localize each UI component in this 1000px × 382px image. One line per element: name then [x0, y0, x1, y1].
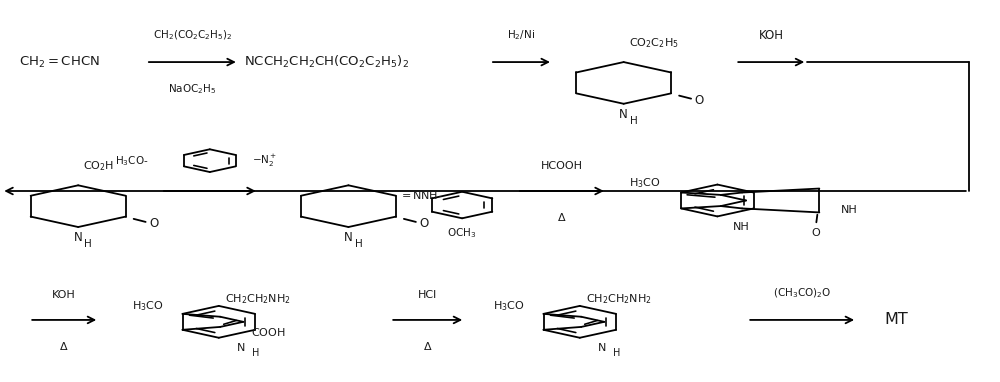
- Text: $\mathrm{H_3CO}$-: $\mathrm{H_3CO}$-: [115, 154, 148, 168]
- Text: $\mathrm{H_3CO}$: $\mathrm{H_3CO}$: [493, 299, 525, 313]
- Text: H: H: [84, 240, 92, 249]
- Text: N: N: [598, 343, 606, 353]
- Text: $\mathrm{CH_2{=}CHCN}$: $\mathrm{CH_2{=}CHCN}$: [19, 55, 100, 70]
- Text: O: O: [149, 217, 158, 230]
- Text: $\mathrm{CO_2H}$: $\mathrm{CO_2H}$: [83, 159, 114, 173]
- Text: $\mathrm{=NNH}$-: $\mathrm{=NNH}$-: [399, 189, 443, 201]
- Text: H: H: [355, 240, 362, 249]
- Text: N: N: [619, 108, 628, 121]
- Text: $\mathrm{OCH_3}$: $\mathrm{OCH_3}$: [447, 226, 477, 240]
- Text: $\mathrm{NaOC_2H_5}$: $\mathrm{NaOC_2H_5}$: [168, 82, 217, 96]
- Text: H: H: [613, 348, 620, 358]
- Text: $\mathrm{H_3CO}$: $\mathrm{H_3CO}$: [132, 299, 164, 313]
- Text: O: O: [419, 217, 428, 230]
- Text: $\mathrm{-N_2^+}$: $\mathrm{-N_2^+}$: [252, 153, 277, 169]
- Text: $\mathrm{CH_2CH_2NH_2}$: $\mathrm{CH_2CH_2NH_2}$: [586, 292, 652, 306]
- Text: $\mathrm{H_3CO}$: $\mathrm{H_3CO}$: [629, 176, 661, 190]
- Text: NH: NH: [841, 206, 858, 215]
- Text: $\mathrm{CO_2C_2H_5}$: $\mathrm{CO_2C_2H_5}$: [629, 36, 678, 50]
- Text: $\mathrm{CH_2(CO_2C_2H_5)_2}$: $\mathrm{CH_2(CO_2C_2H_5)_2}$: [153, 29, 232, 42]
- Text: $\mathrm{(CH_3CO)_2O}$: $\mathrm{(CH_3CO)_2O}$: [773, 286, 831, 300]
- Text: KOH: KOH: [52, 290, 76, 300]
- Text: H: H: [630, 116, 638, 126]
- Text: $\Delta$: $\Delta$: [557, 211, 567, 223]
- Text: $\mathrm{NCCH_2CH_2CH(CO_2C_2H_5)_2}$: $\mathrm{NCCH_2CH_2CH(CO_2C_2H_5)_2}$: [244, 54, 409, 70]
- Text: $\mathrm{H_2/Ni}$: $\mathrm{H_2/Ni}$: [507, 29, 535, 42]
- Text: NH: NH: [733, 222, 749, 232]
- Text: $\mathrm{CH_2CH_2NH_2}$: $\mathrm{CH_2CH_2NH_2}$: [225, 292, 291, 306]
- Text: N: N: [74, 231, 83, 244]
- Text: O: O: [694, 94, 704, 107]
- Text: $\Delta$: $\Delta$: [59, 340, 69, 352]
- Text: KOH: KOH: [759, 29, 784, 42]
- Text: N: N: [344, 231, 353, 244]
- Text: HCl: HCl: [418, 290, 437, 300]
- Text: $\mathrm{COOH}$: $\mathrm{COOH}$: [251, 326, 286, 338]
- Text: $\Delta$: $\Delta$: [423, 340, 432, 352]
- Text: N: N: [237, 343, 245, 353]
- Text: O: O: [811, 228, 820, 238]
- Text: HCOOH: HCOOH: [541, 161, 583, 171]
- Text: MT: MT: [884, 312, 908, 327]
- Text: H: H: [252, 348, 259, 358]
